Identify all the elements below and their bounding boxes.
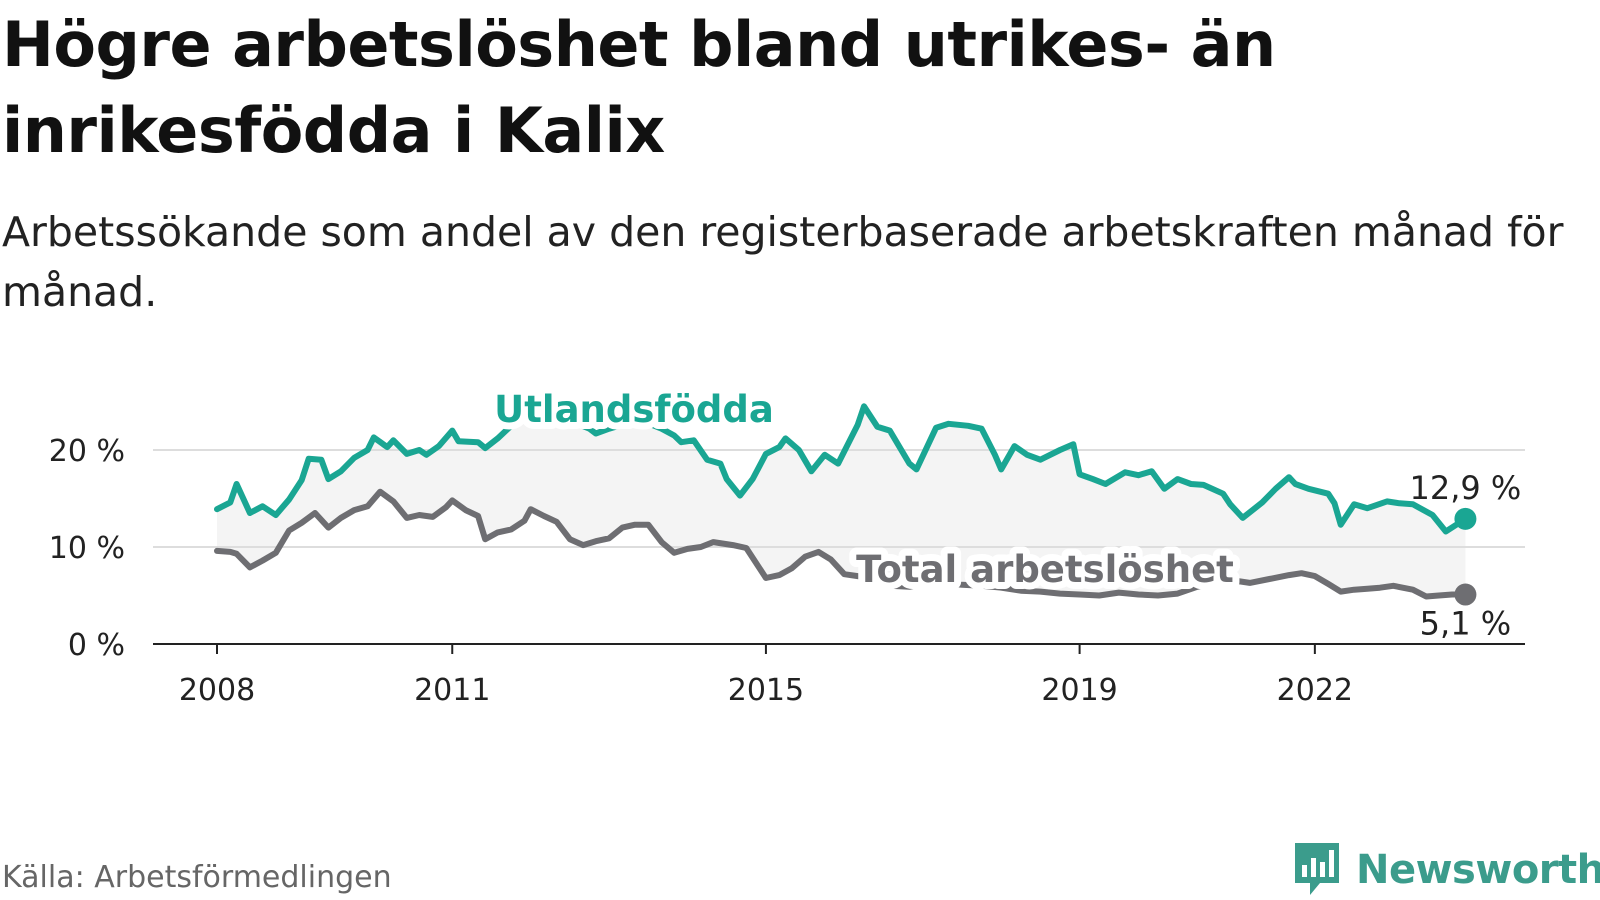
end-label-total: 5,1 % xyxy=(1420,605,1511,643)
series-label-total-halo: Total arbetslöshet xyxy=(856,548,1234,591)
series-gap-band xyxy=(217,406,1466,597)
x-tick-label: 2019 xyxy=(1041,673,1117,708)
page-title: Högre arbetslöshet bland utrikes- än inr… xyxy=(2,8,1276,167)
series-line xyxy=(214,403,1469,535)
x-tick-label: 2011 xyxy=(414,673,490,708)
x-tick-label: 2015 xyxy=(728,673,804,708)
y-tick-label: 10 % xyxy=(49,531,125,566)
page-subtitle: Arbetssökande som andel av den registerb… xyxy=(2,208,1564,316)
series-label-utlandsfodda: Utlandsfödda xyxy=(494,388,774,431)
x-tick-label: 2008 xyxy=(179,673,255,708)
series-label-utlandsfodda-halo: Utlandsfödda xyxy=(494,388,774,431)
series-end-marker xyxy=(1454,583,1477,606)
newsworthy-logo-icon xyxy=(1295,843,1339,895)
brand-name: Newsworthy xyxy=(1356,847,1600,893)
y-tick-label: 20 % xyxy=(49,434,125,469)
series-line xyxy=(214,488,1469,600)
y-gridlines: 0 % 10 % 20 % xyxy=(49,434,1525,663)
brand-logo: Newsworthy xyxy=(1292,840,1600,900)
series-lines xyxy=(214,403,1477,606)
range-band xyxy=(217,406,1466,597)
series-end-marker xyxy=(1454,507,1477,530)
x-axis: 2008 2011 2015 2019 2022 xyxy=(153,643,1525,708)
y-tick-label: 0 % xyxy=(68,628,125,663)
x-tick-label: 2022 xyxy=(1277,673,1353,708)
source-note: Källa: Arbetsförmedlingen xyxy=(2,860,392,895)
end-label-utlandsfodda: 12,9 % xyxy=(1410,469,1522,507)
series-label-total: Total arbetslöshet xyxy=(856,548,1234,591)
line-chart: 0 % 10 % 20 % 2008 2011 2015 2019 2022 Utlands… xyxy=(49,381,1525,708)
